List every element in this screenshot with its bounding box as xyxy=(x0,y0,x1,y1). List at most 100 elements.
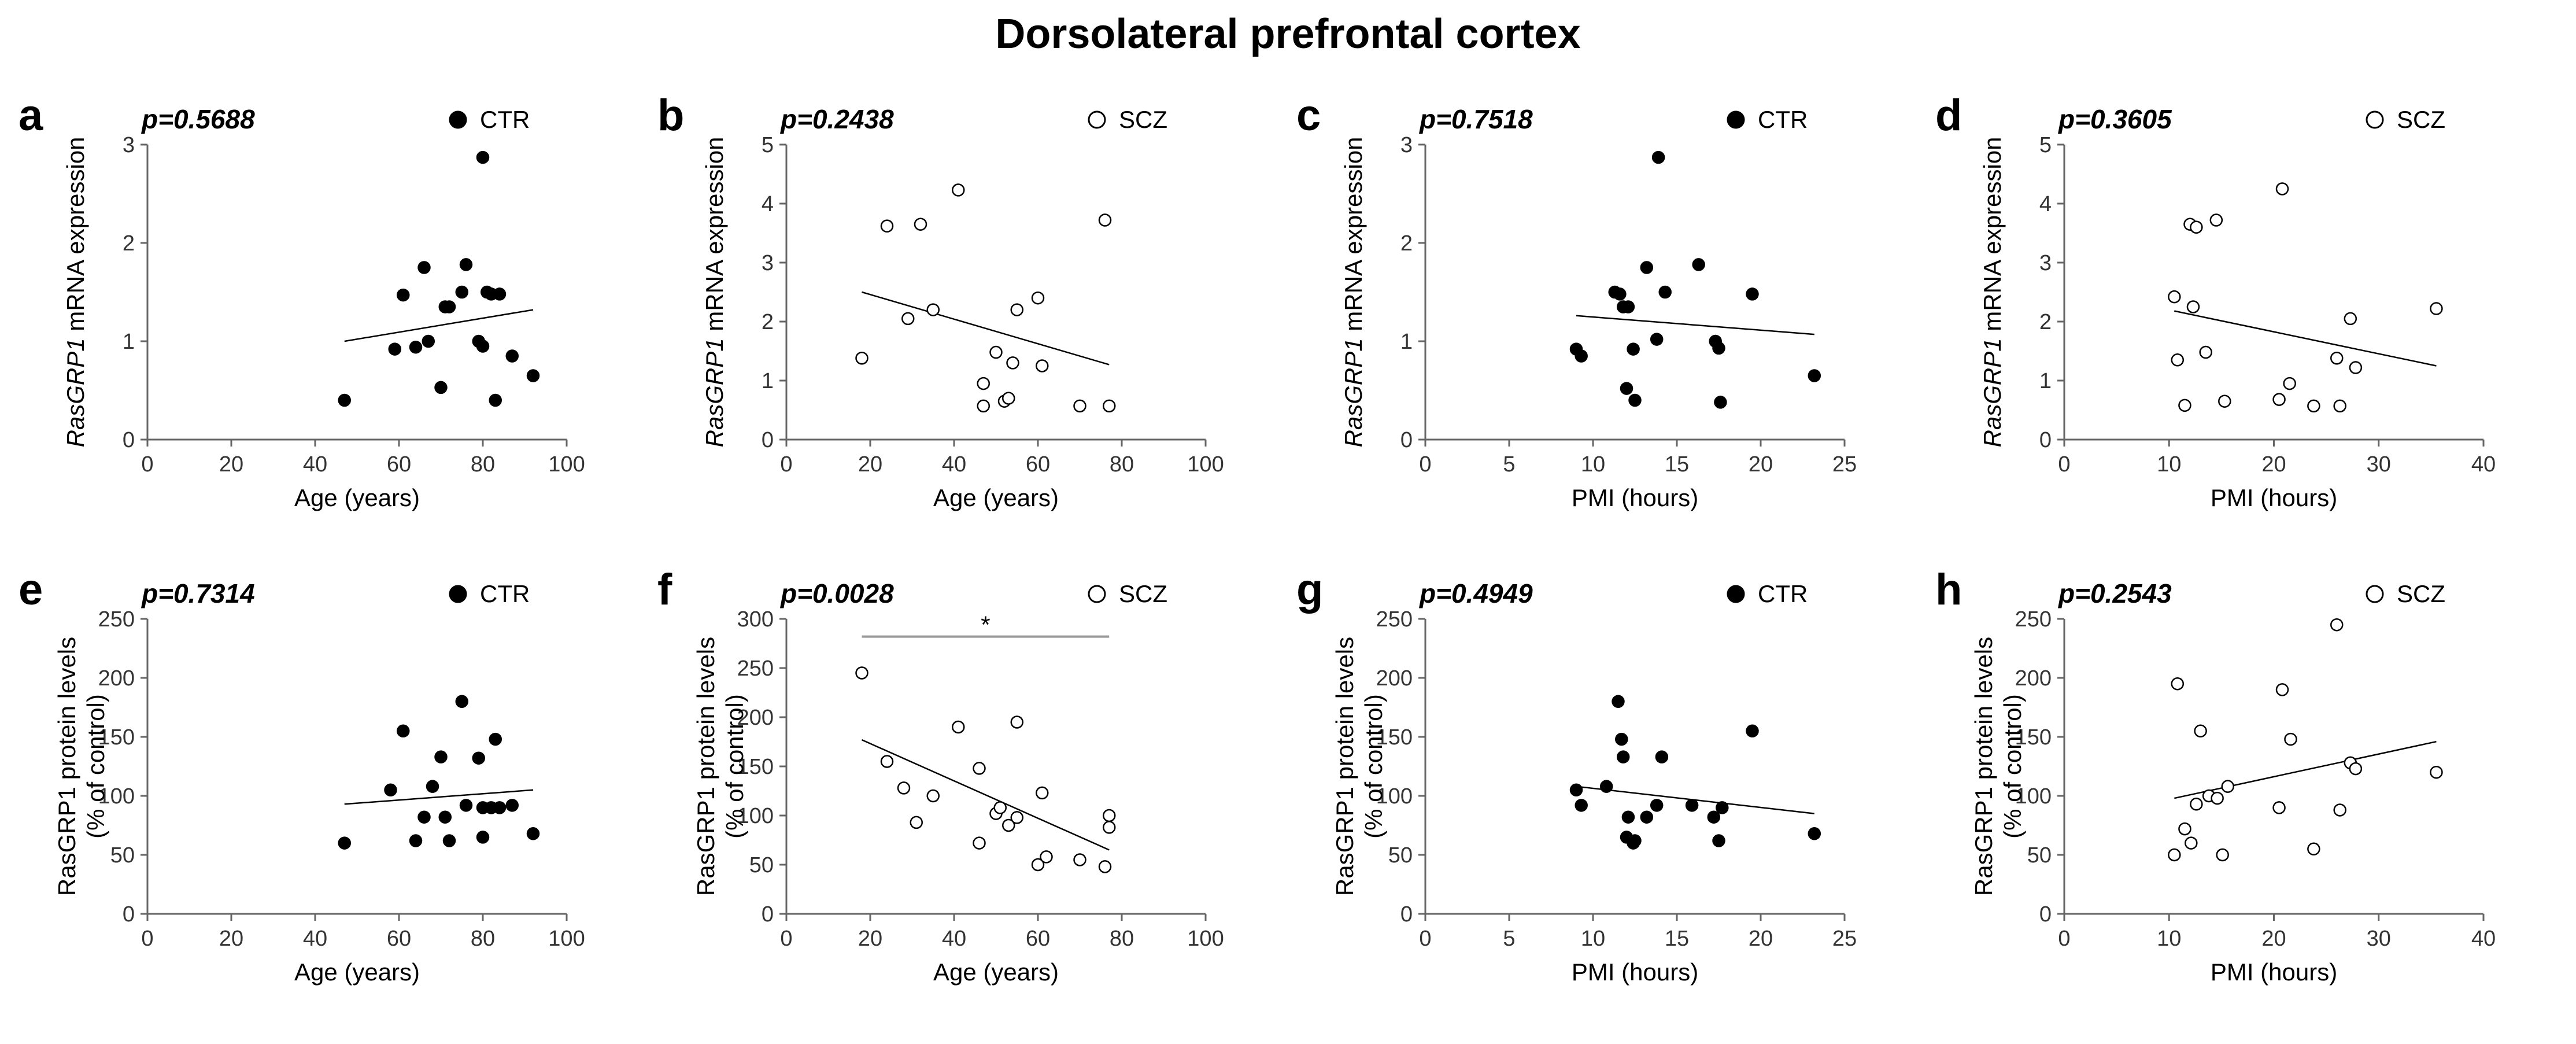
y-tick-label: 200 xyxy=(1376,666,1413,691)
legend-label: CTR xyxy=(480,106,530,133)
data-point xyxy=(442,834,456,847)
data-point xyxy=(1658,285,1672,299)
panel-letter: h xyxy=(1935,565,1962,614)
y-axis-title-text: mRNA expression xyxy=(701,137,728,338)
y-tick-label: 3 xyxy=(1400,133,1413,157)
regression-line xyxy=(2174,740,2437,799)
data-point xyxy=(880,755,894,768)
y-tick-label: 0 xyxy=(762,428,774,452)
data-point xyxy=(493,287,507,301)
data-point xyxy=(388,342,401,356)
data-point xyxy=(1808,827,1821,840)
data-point xyxy=(1010,303,1023,316)
y-axis-title-gene: RasGRP1 xyxy=(62,338,89,447)
y-tick-label: 5 xyxy=(762,133,774,157)
x-axis-title: PMI (hours) xyxy=(2211,484,2337,511)
y-tick-label: 50 xyxy=(749,853,774,877)
legend-marker xyxy=(1088,110,1106,129)
x-tick-label: 20 xyxy=(1749,452,1773,477)
chart-svg: h p=0.2543 SCZ 0 10 20 30 40 0 50 100 150 200 250 PMI … xyxy=(1935,565,2496,986)
data-point xyxy=(2178,399,2191,412)
x-tick-label: 60 xyxy=(387,927,411,951)
legend-label: SCZ xyxy=(1119,106,1167,133)
p-value-label: p=0.2438 xyxy=(779,104,894,134)
data-point xyxy=(397,724,410,738)
data-point xyxy=(855,666,868,680)
legend-label: SCZ xyxy=(2397,580,2445,607)
data-point xyxy=(493,801,507,814)
x-axis-title: Age (years) xyxy=(294,484,420,511)
y-tick-label: 250 xyxy=(2015,607,2052,632)
data-point xyxy=(1002,818,1015,832)
x-tick-label: 25 xyxy=(1832,927,1857,951)
data-point xyxy=(1616,750,1630,763)
data-point xyxy=(2199,345,2212,359)
x-tick-label: 10 xyxy=(2157,452,2181,477)
data-point xyxy=(2186,300,2200,313)
legend-marker xyxy=(1727,110,1745,129)
data-point xyxy=(1621,300,1635,313)
legend: SCZ xyxy=(2366,106,2445,133)
data-point xyxy=(1002,392,1015,405)
data-point xyxy=(338,393,351,407)
y-tick-label: 200 xyxy=(98,666,135,691)
x-tick-label: 40 xyxy=(942,452,966,477)
data-point xyxy=(2211,791,2224,805)
chart-panel-a: a p=0.5688 CTR 0 20 40 60 80 100 0 1 2 3 Age (years) R… xyxy=(12,81,636,555)
x-tick-label: 15 xyxy=(1665,452,1689,477)
x-tick-label: 60 xyxy=(387,452,411,477)
x-tick-label: 0 xyxy=(2058,452,2070,477)
chart-svg: d p=0.3605 SCZ 0 10 20 30 40 0 1 2 3 4 5 PMI (hours) Ra… xyxy=(1935,91,2496,511)
panel-letter: e xyxy=(19,565,43,614)
chart-panel-c: c p=0.7518 CTR 0 5 10 15 20 25 0 1 2 3 PMI (hours) Ras… xyxy=(1289,81,1914,555)
data-point xyxy=(973,836,986,850)
y-axis-title: RasGRP1 mRNA expression xyxy=(1979,137,2006,448)
data-point xyxy=(476,150,490,164)
data-point xyxy=(977,377,990,390)
chart-svg: c p=0.7518 CTR 0 5 10 15 20 25 0 1 2 3 PMI (hours) Ras… xyxy=(1296,91,1857,511)
x-tick-label: 40 xyxy=(2471,452,2496,477)
data-point xyxy=(952,183,965,197)
data-point xyxy=(1620,382,1633,395)
x-tick-label: 80 xyxy=(471,452,495,477)
p-value-label: p=0.7518 xyxy=(1418,104,1533,134)
data-point xyxy=(1714,396,1727,409)
legend: CTR xyxy=(449,580,530,607)
data-point xyxy=(438,810,452,824)
y-axis-title-gene: RasGRP1 xyxy=(1340,338,1367,447)
data-point xyxy=(384,783,397,797)
significance-star: * xyxy=(981,611,990,639)
chart-panel-h: h p=0.2543 SCZ 0 10 20 30 40 0 50 100 150 200 250 PMI … xyxy=(1928,555,2553,1030)
x-tick-label: 100 xyxy=(548,927,585,951)
y-axis-title: RasGRP1 protein levels xyxy=(53,637,80,896)
data-point xyxy=(2349,361,2363,374)
x-tick-label: 0 xyxy=(780,452,792,477)
y-tick-label: 50 xyxy=(110,843,135,868)
y-tick-label: 2 xyxy=(123,231,135,256)
data-point xyxy=(1575,349,1588,363)
y-tick-label: 2 xyxy=(1400,231,1413,256)
y-tick-label: 0 xyxy=(1400,428,1413,452)
y-tick-label: 100 xyxy=(1376,784,1413,809)
panel-letter: d xyxy=(1935,91,1962,140)
y-tick-label: 3 xyxy=(2039,251,2052,275)
y-tick-label: 0 xyxy=(762,902,774,927)
x-tick-label: 10 xyxy=(1581,452,1605,477)
x-axis-title: Age (years) xyxy=(933,484,1059,511)
y-tick-label: 1 xyxy=(123,330,135,354)
chart-svg: f p=0.0028 SCZ 0 20 40 60 80 100 0 50 100 150 200 250 3… xyxy=(657,565,1224,986)
x-tick-label: 15 xyxy=(1665,927,1689,951)
y-axis-title-text: mRNA expression xyxy=(1979,137,2006,338)
x-tick-label: 80 xyxy=(1110,452,1134,477)
y-tick-label: 150 xyxy=(98,725,135,750)
chart-svg: a p=0.5688 CTR 0 20 40 60 80 100 0 1 2 3 Age (years) R… xyxy=(19,91,585,511)
y-tick-label: 1 xyxy=(1400,330,1413,354)
data-point xyxy=(2430,302,2443,315)
data-point xyxy=(2190,798,2203,811)
regression-line xyxy=(1576,315,1814,335)
data-point xyxy=(2168,848,2181,862)
data-point xyxy=(476,340,490,353)
y-tick-label: 100 xyxy=(2015,784,2052,809)
chart-panel-e: e p=0.7314 CTR 0 20 40 60 80 100 0 50 100 150 200 250 A… xyxy=(12,555,636,1030)
